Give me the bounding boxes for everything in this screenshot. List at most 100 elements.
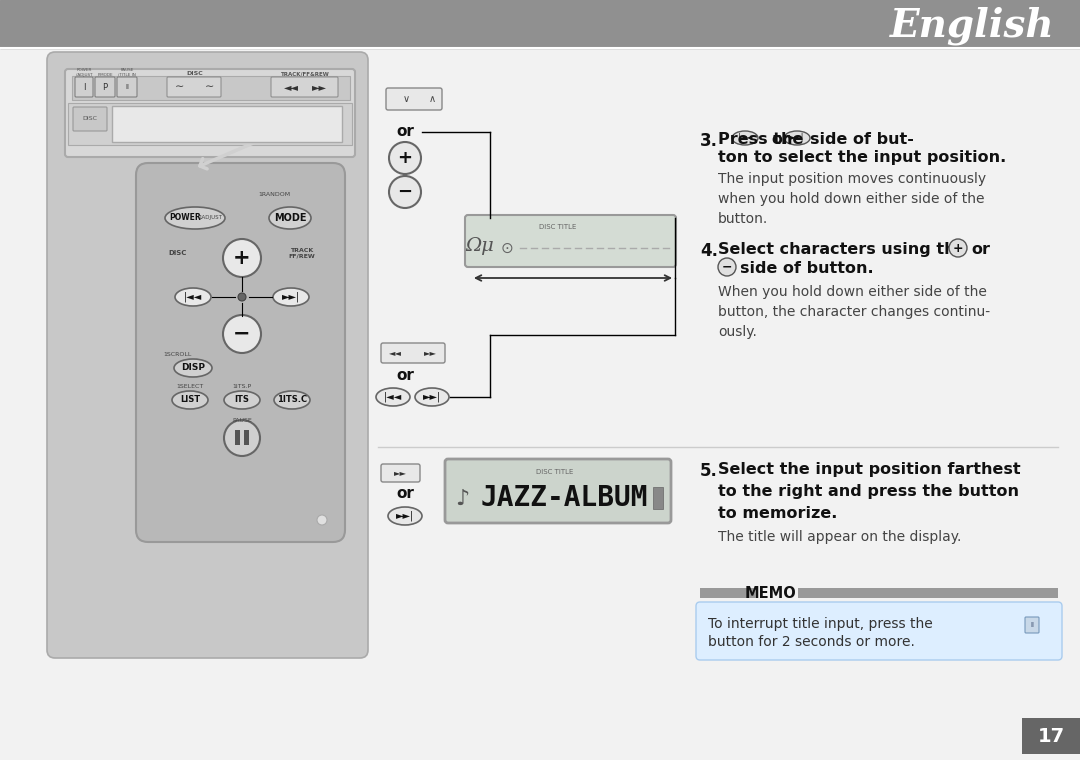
Bar — [798, 588, 1058, 598]
Bar — [1022, 718, 1080, 754]
Bar — [235, 430, 240, 445]
FancyBboxPatch shape — [445, 459, 671, 523]
Ellipse shape — [274, 391, 310, 409]
Text: −: − — [721, 261, 732, 274]
Text: ►►: ►► — [311, 82, 326, 92]
Text: ∧: ∧ — [429, 94, 435, 104]
Ellipse shape — [269, 207, 311, 229]
Circle shape — [222, 239, 261, 277]
Text: |◄◄: |◄◄ — [184, 292, 202, 302]
Bar — [700, 588, 755, 598]
Text: ►►|: ►►| — [396, 511, 414, 521]
FancyBboxPatch shape — [167, 77, 221, 97]
FancyBboxPatch shape — [386, 88, 442, 110]
FancyBboxPatch shape — [117, 77, 137, 97]
Text: side of but-: side of but- — [810, 132, 914, 147]
Circle shape — [238, 293, 246, 301]
Text: 1ITS.C: 1ITS.C — [276, 395, 307, 404]
FancyBboxPatch shape — [381, 343, 445, 363]
Text: or: or — [971, 242, 990, 257]
Text: ►►|: ►►| — [789, 134, 805, 143]
Text: LIST: LIST — [180, 395, 200, 404]
Text: +: + — [233, 248, 251, 268]
Text: ◄◄: ◄◄ — [389, 349, 402, 357]
Text: MODE: MODE — [273, 213, 307, 223]
Circle shape — [222, 315, 261, 353]
FancyBboxPatch shape — [73, 107, 107, 131]
Bar — [72, 76, 350, 100]
Text: 1SELECT: 1SELECT — [176, 384, 204, 388]
Text: or: or — [771, 132, 789, 147]
Text: 1ADJUST: 1ADJUST — [198, 216, 221, 220]
Circle shape — [318, 515, 327, 525]
Text: PAUSE
/TITLE IN: PAUSE /TITLE IN — [118, 68, 136, 77]
Text: ♪: ♪ — [455, 489, 469, 509]
Text: DISC: DISC — [168, 250, 187, 256]
FancyBboxPatch shape — [1025, 617, 1039, 633]
Bar — [244, 430, 249, 445]
Text: or: or — [396, 368, 414, 382]
Text: POWER
/ADJUST: POWER /ADJUST — [76, 68, 92, 77]
FancyBboxPatch shape — [271, 77, 338, 97]
Text: TRACK/FF&REW: TRACK/FF&REW — [281, 71, 329, 76]
FancyBboxPatch shape — [65, 69, 355, 157]
Ellipse shape — [224, 391, 260, 409]
Text: TRACK
FF/REW: TRACK FF/REW — [288, 248, 315, 258]
Text: ton to select the input position.: ton to select the input position. — [718, 150, 1007, 165]
Ellipse shape — [376, 388, 410, 406]
Text: 3.: 3. — [700, 132, 718, 150]
Bar — [653, 487, 663, 509]
Ellipse shape — [273, 288, 309, 306]
Text: or: or — [396, 125, 414, 140]
Text: DISC TITLE: DISC TITLE — [537, 469, 573, 475]
Text: ∼: ∼ — [205, 82, 215, 92]
Text: To interrupt title input, press the: To interrupt title input, press the — [708, 617, 933, 631]
Text: +: + — [397, 149, 413, 167]
Text: Select characters using the: Select characters using the — [718, 242, 967, 257]
Text: 4.: 4. — [700, 242, 718, 260]
Text: ⊙: ⊙ — [501, 240, 513, 255]
Bar — [68, 103, 352, 145]
FancyBboxPatch shape — [95, 77, 114, 97]
Text: 17: 17 — [1038, 727, 1065, 746]
Text: −: − — [397, 183, 413, 201]
Text: or: or — [396, 486, 414, 502]
FancyBboxPatch shape — [48, 52, 368, 658]
FancyBboxPatch shape — [75, 77, 93, 97]
Text: The input position moves continuously
when you hold down either side of the
butt: The input position moves continuously wh… — [718, 172, 986, 226]
Text: JAZZ-ALBUM: JAZZ-ALBUM — [481, 484, 648, 512]
Text: I: I — [83, 83, 85, 91]
Text: Ωμ: Ωμ — [465, 237, 495, 255]
FancyBboxPatch shape — [696, 602, 1062, 660]
Ellipse shape — [388, 507, 422, 525]
Text: |◄◄: |◄◄ — [383, 391, 402, 402]
Text: II: II — [1030, 622, 1034, 628]
Text: P.MODE: P.MODE — [97, 73, 112, 77]
Text: When you hold down either side of the
button, the character changes continu-
ous: When you hold down either side of the bu… — [718, 285, 990, 339]
Text: ►►|: ►►| — [423, 391, 441, 402]
Text: |◄◄: |◄◄ — [738, 134, 752, 143]
Circle shape — [389, 176, 421, 208]
Text: ∼: ∼ — [175, 82, 185, 92]
Ellipse shape — [165, 207, 225, 229]
Text: button for 2 seconds or more.: button for 2 seconds or more. — [708, 635, 915, 649]
Text: The title will appear on the display.: The title will appear on the display. — [718, 530, 961, 544]
Bar — [112, 106, 342, 142]
Circle shape — [718, 258, 735, 276]
Text: −: − — [233, 324, 251, 344]
Ellipse shape — [732, 131, 758, 145]
Text: English: English — [890, 7, 1055, 46]
Text: 1SCROLL: 1SCROLL — [164, 351, 192, 356]
Text: ►►: ►► — [393, 468, 406, 477]
Text: P: P — [103, 83, 108, 91]
Ellipse shape — [784, 131, 810, 145]
Text: 1RANDOM: 1RANDOM — [258, 192, 291, 198]
Ellipse shape — [175, 288, 211, 306]
FancyBboxPatch shape — [465, 215, 676, 267]
Text: DISC: DISC — [82, 116, 97, 122]
Ellipse shape — [172, 391, 208, 409]
Text: ◄◄: ◄◄ — [283, 82, 298, 92]
Text: Press the: Press the — [718, 132, 804, 147]
Text: ∨: ∨ — [403, 94, 409, 104]
Text: 5.: 5. — [700, 462, 718, 480]
